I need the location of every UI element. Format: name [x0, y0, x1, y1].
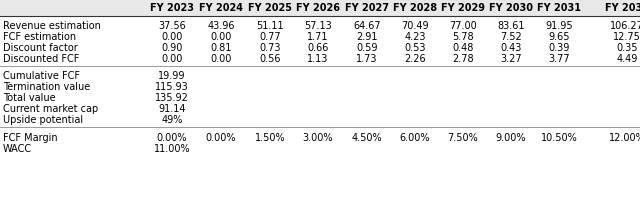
Text: 0.56: 0.56 [259, 54, 281, 64]
Text: 0.00%: 0.00% [157, 133, 188, 143]
Text: 7.50%: 7.50% [447, 133, 478, 143]
Text: 0.39: 0.39 [548, 43, 570, 53]
Text: 135.92: 135.92 [155, 93, 189, 103]
Text: 0.53: 0.53 [404, 43, 426, 53]
Text: 1.13: 1.13 [307, 54, 329, 64]
Text: 77.00: 77.00 [449, 21, 477, 31]
Text: 10.50%: 10.50% [541, 133, 577, 143]
Text: 0.00%: 0.00% [205, 133, 236, 143]
Text: 91.95: 91.95 [545, 21, 573, 31]
Text: Termination value: Termination value [3, 82, 90, 92]
Text: 0.43: 0.43 [500, 43, 522, 53]
Text: 1.71: 1.71 [307, 32, 329, 42]
Text: 4.50%: 4.50% [352, 133, 382, 143]
Text: 0.00: 0.00 [161, 32, 182, 42]
Text: Upside potential: Upside potential [3, 115, 83, 125]
Text: 3.27: 3.27 [500, 54, 522, 64]
Text: FY 2030: FY 2030 [489, 3, 533, 13]
Text: 51.11: 51.11 [256, 21, 284, 31]
Text: 3.00%: 3.00% [303, 133, 333, 143]
Text: 64.67: 64.67 [353, 21, 381, 31]
Text: 1.50%: 1.50% [255, 133, 285, 143]
Text: 0.66: 0.66 [307, 43, 329, 53]
Text: Revenue estimation: Revenue estimation [3, 21, 101, 31]
Text: 2.91: 2.91 [356, 32, 378, 42]
Text: 0.90: 0.90 [161, 43, 182, 53]
Text: FY 2024: FY 2024 [199, 3, 243, 13]
Text: FY 2032: FY 2032 [605, 3, 640, 13]
Text: Current market cap: Current market cap [3, 104, 99, 114]
Text: 0.00: 0.00 [161, 54, 182, 64]
Text: Discount factor: Discount factor [3, 43, 77, 53]
Text: FY 2029: FY 2029 [441, 3, 485, 13]
Text: Discounted FCF: Discounted FCF [3, 54, 79, 64]
Text: FY 2027: FY 2027 [345, 3, 389, 13]
Text: 0.00: 0.00 [211, 54, 232, 64]
Text: 4.23: 4.23 [404, 32, 426, 42]
Text: 106.27: 106.27 [610, 21, 640, 31]
Text: Cumulative FCF: Cumulative FCF [3, 71, 80, 81]
Text: 37.56: 37.56 [158, 21, 186, 31]
Text: WACC: WACC [3, 144, 32, 154]
Text: 12.00%: 12.00% [609, 133, 640, 143]
Text: FY 2028: FY 2028 [393, 3, 437, 13]
Text: 0.73: 0.73 [259, 43, 281, 53]
Text: 9.00%: 9.00% [496, 133, 526, 143]
Text: FCF Margin: FCF Margin [3, 133, 58, 143]
Text: 12.75: 12.75 [613, 32, 640, 42]
Text: 83.61: 83.61 [497, 21, 525, 31]
Text: 4.49: 4.49 [616, 54, 637, 64]
Text: 7.52: 7.52 [500, 32, 522, 42]
Text: 49%: 49% [161, 115, 182, 125]
Text: 0.48: 0.48 [452, 43, 474, 53]
Text: FCF estimation: FCF estimation [3, 32, 76, 42]
Text: 11.00%: 11.00% [154, 144, 190, 154]
Text: 115.93: 115.93 [155, 82, 189, 92]
Text: 0.59: 0.59 [356, 43, 378, 53]
Text: 70.49: 70.49 [401, 21, 429, 31]
Text: 19.99: 19.99 [158, 71, 186, 81]
Text: 91.14: 91.14 [158, 104, 186, 114]
Text: 5.78: 5.78 [452, 32, 474, 42]
Text: 0.77: 0.77 [259, 32, 281, 42]
Text: 43.96: 43.96 [207, 21, 235, 31]
Text: Total value: Total value [3, 93, 56, 103]
Text: FY 2031: FY 2031 [537, 3, 581, 13]
Text: 9.65: 9.65 [548, 32, 570, 42]
Bar [0, 0, 640, 16]
Text: 6.00%: 6.00% [400, 133, 430, 143]
Text: 57.13: 57.13 [304, 21, 332, 31]
Text: FY 2025: FY 2025 [248, 3, 292, 13]
Text: 0.81: 0.81 [211, 43, 232, 53]
Text: 1.73: 1.73 [356, 54, 378, 64]
Text: 0.00: 0.00 [211, 32, 232, 42]
Text: 0.35: 0.35 [616, 43, 637, 53]
Text: FY 2026: FY 2026 [296, 3, 340, 13]
Text: FY 2023: FY 2023 [150, 3, 194, 13]
Text: 2.78: 2.78 [452, 54, 474, 64]
Text: 2.26: 2.26 [404, 54, 426, 64]
Text: 3.77: 3.77 [548, 54, 570, 64]
